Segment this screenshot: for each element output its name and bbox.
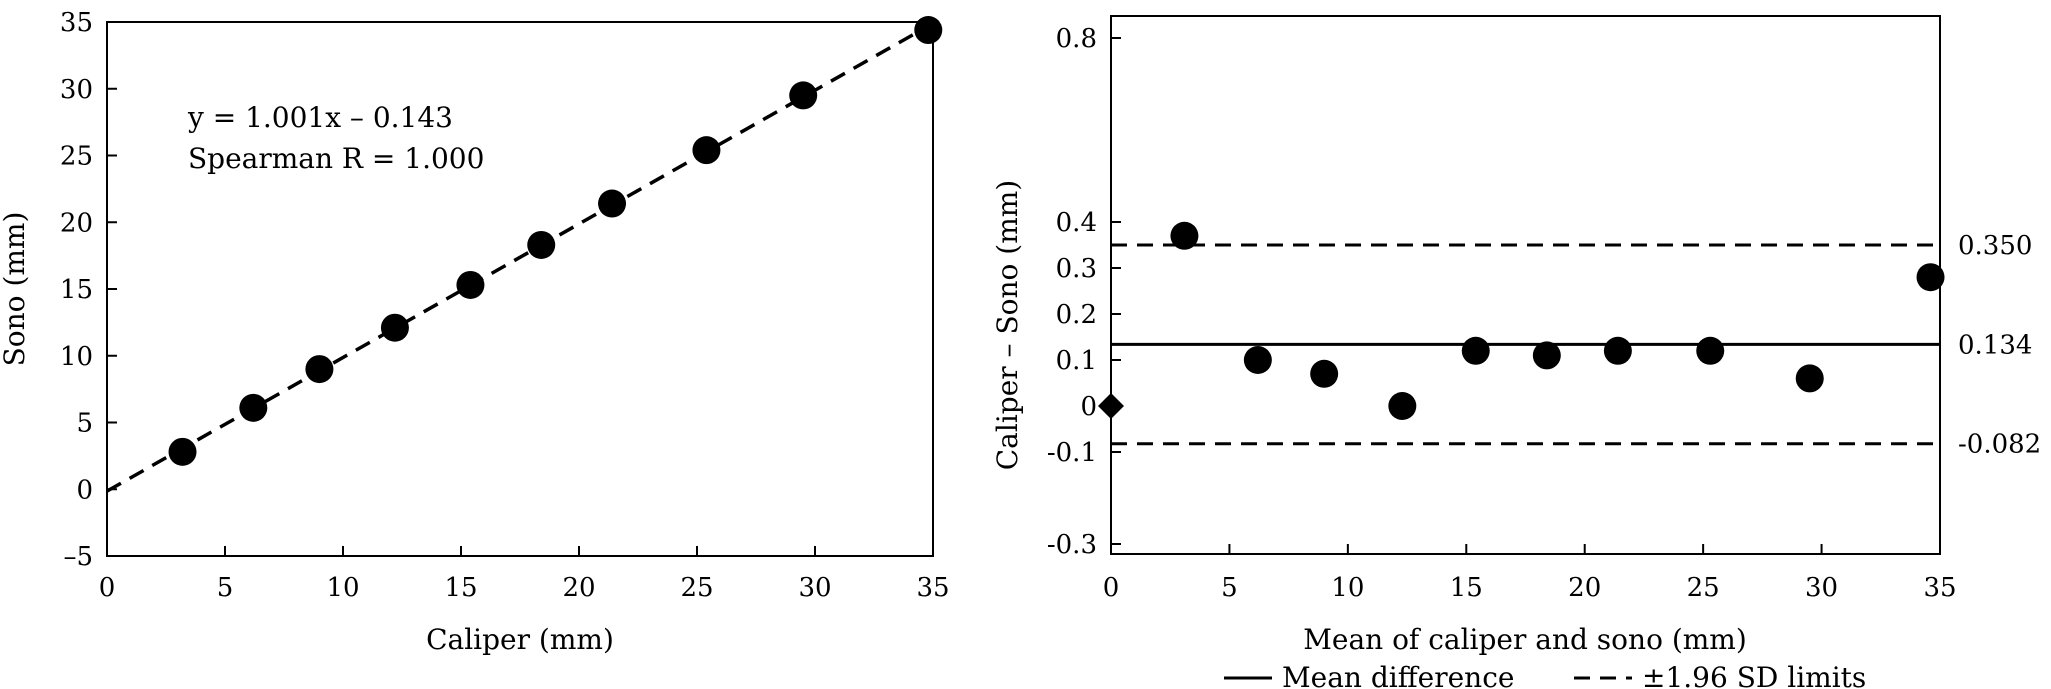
right-x-tick-label: 20 [1568, 573, 1601, 603]
right-data-point [1603, 336, 1632, 365]
right-x-tick-label: 0 [1103, 573, 1120, 603]
left-y-tick-label: 5 [76, 409, 93, 439]
right-y-tick-label: 0.3 [1056, 254, 1097, 284]
right-data-point [1170, 221, 1199, 250]
legend-label-sd-limits: ±1.96 SD limits [1642, 661, 1866, 689]
left-y-axis: –5 0 5 10 15 20 25 30 35 [60, 8, 117, 572]
left-data-point [692, 136, 721, 165]
legend: Mean difference ±1.96 SD limits [1224, 661, 1866, 689]
right-x-tick-label: 15 [1450, 573, 1483, 603]
right-data-point [1795, 364, 1824, 393]
right-x-tick-label: 10 [1331, 573, 1364, 603]
left-data-point [598, 189, 627, 218]
right-y-axis: -0.3 -0.1 0 0.1 0.2 0.3 0.4 0.8 [1047, 24, 1121, 560]
left-y-tick-label: 30 [60, 75, 93, 105]
left-annotation-equation: y = 1.001x – 0.143 [187, 101, 453, 134]
legend-label-mean-difference: Mean difference [1282, 661, 1514, 689]
left-data-point [527, 230, 556, 259]
right-y-tick-label: 0.1 [1056, 346, 1097, 376]
right-data-point [1310, 359, 1339, 388]
right-data-point [1243, 346, 1272, 374]
right-chart: -0.3-0.100.10.20.30.40.8 0 5 10 15 20 25 30 35 … [991, 15, 2041, 689]
left-x-tick-label: 15 [444, 573, 477, 603]
left-y-tick-label: 20 [60, 208, 93, 238]
left-data-point [168, 437, 197, 466]
right-y-tick-label: 0.2 [1056, 300, 1097, 330]
left-data-point [305, 355, 334, 384]
left-x-axis-label: Caliper (mm) [426, 623, 614, 656]
right-y-tick-label: -0.3 [1047, 530, 1097, 560]
right-y-axis-label: Caliper – Sono (mm) [991, 180, 1024, 471]
left-data-point [456, 270, 485, 299]
left-x-tick-label: 5 [217, 573, 234, 603]
left-x-tick-label: 35 [916, 573, 949, 603]
right-x-tick-label: 30 [1805, 573, 1838, 603]
left-y-tick-label: 0 [76, 475, 93, 505]
right-points-group [1098, 221, 1945, 420]
right-y-tick-label: 0 [1080, 392, 1097, 422]
reference-line-value-label: 0.350 [1958, 231, 2032, 261]
left-y-tick-label: 15 [60, 275, 93, 305]
left-y-tick-label: –5 [63, 542, 93, 572]
left-points-group [168, 16, 943, 466]
left-y-tick-label: 35 [60, 8, 93, 38]
right-diamond-point [1098, 393, 1124, 419]
right-plot-frame [1110, 15, 1941, 555]
left-x-tick-label: 25 [680, 573, 713, 603]
left-data-point [239, 393, 268, 422]
right-data-point [1388, 392, 1417, 420]
right-x-tick-label: 35 [1923, 573, 1956, 603]
left-x-axis: 0 5 10 15 20 25 30 35 [99, 546, 950, 603]
right-reference-lines: 0.350 0.134 -0.082 [1111, 231, 2041, 460]
left-x-tick-label: 30 [798, 573, 831, 603]
right-data-point [1461, 336, 1490, 365]
right-data-point [1916, 263, 1945, 292]
right-x-tick-label: 25 [1687, 573, 1720, 603]
right-x-tick-label: 5 [1221, 573, 1238, 603]
left-x-tick-label: 10 [326, 573, 359, 603]
left-y-axis-label: Sono (mm) [0, 212, 31, 367]
left-y-tick-label: 10 [60, 342, 93, 372]
left-x-tick-label: 20 [562, 573, 595, 603]
left-data-point [789, 81, 818, 110]
left-data-point [914, 16, 943, 45]
right-y-tick-label: 0.4 [1056, 208, 1097, 238]
left-annotation-spearman: Spearman R = 1.000 [188, 142, 484, 175]
right-x-axis-label: Mean of caliper and sono (mm) [1303, 623, 1747, 656]
right-x-axis: 0 5 10 15 20 25 30 35 [1103, 544, 1957, 603]
left-x-tick-label: 0 [99, 573, 116, 603]
right-y-tick-label: 0.8 [1056, 24, 1097, 54]
reference-line-value-label: -0.082 [1958, 430, 2041, 460]
right-data-point [1696, 336, 1725, 365]
right-data-point [1532, 341, 1561, 370]
left-y-tick-label: 25 [60, 142, 93, 172]
left-data-point [380, 313, 409, 342]
reference-line-value-label: 0.134 [1958, 330, 2032, 360]
right-y-tick-label: -0.1 [1047, 438, 1097, 468]
